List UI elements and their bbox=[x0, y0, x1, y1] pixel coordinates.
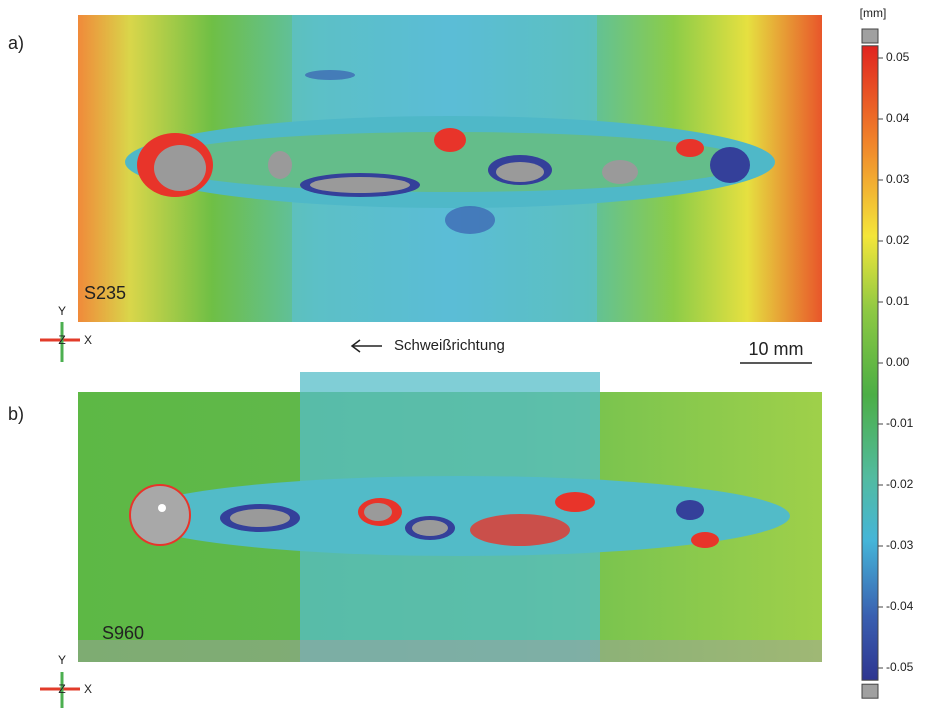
colorbar-tick-label: -0.04 bbox=[886, 599, 914, 613]
colorbar-scale bbox=[861, 45, 879, 681]
colorbar-tick-label: 0.05 bbox=[886, 50, 910, 64]
colorbar-tick-label: -0.02 bbox=[886, 477, 914, 491]
colorbar-tick-label: 0.00 bbox=[886, 355, 910, 369]
scale-bar-label: 10 mm bbox=[748, 339, 803, 359]
panel-a-map bbox=[78, 15, 822, 322]
colorbar-tick-label: 0.04 bbox=[886, 111, 910, 125]
colorbar-tick-label: -0.01 bbox=[886, 416, 914, 430]
sample-label: S960 bbox=[102, 623, 144, 643]
axis-triad: Y Z X bbox=[40, 304, 92, 362]
colorbar-tick-label: 0.01 bbox=[886, 294, 910, 308]
colorbar-unit: [mm] bbox=[860, 6, 887, 20]
direction-label: Schweißrichtung bbox=[394, 337, 505, 354]
panel-label: b) bbox=[8, 404, 24, 424]
colorbar-tick-label: -0.05 bbox=[886, 660, 914, 674]
panel-b-map bbox=[78, 372, 822, 662]
colorbar: 0.05 0.04 0.03 0.02 0.01 0.00 -0.01 -0.02 -0.03 -… bbox=[861, 45, 914, 699]
colorbar-tick-label: 0.02 bbox=[886, 233, 910, 247]
axis-label: Z bbox=[58, 682, 65, 696]
axis-triad: Y Z X bbox=[40, 653, 92, 708]
colorbar-below bbox=[861, 683, 879, 699]
direction-arrow bbox=[350, 339, 382, 353]
axis-label: X bbox=[84, 682, 92, 696]
panel-label: a) bbox=[8, 33, 24, 53]
colorbar-above bbox=[861, 28, 879, 44]
axis-label: X bbox=[84, 333, 92, 347]
axis-label: Z bbox=[58, 333, 65, 347]
sample-label: S235 bbox=[84, 283, 126, 303]
axis-label: Y bbox=[58, 304, 66, 318]
colorbar-tick-label: 0.03 bbox=[886, 172, 910, 186]
axis-label: Y bbox=[58, 653, 66, 667]
colorbar-tick-label: -0.03 bbox=[886, 538, 914, 552]
